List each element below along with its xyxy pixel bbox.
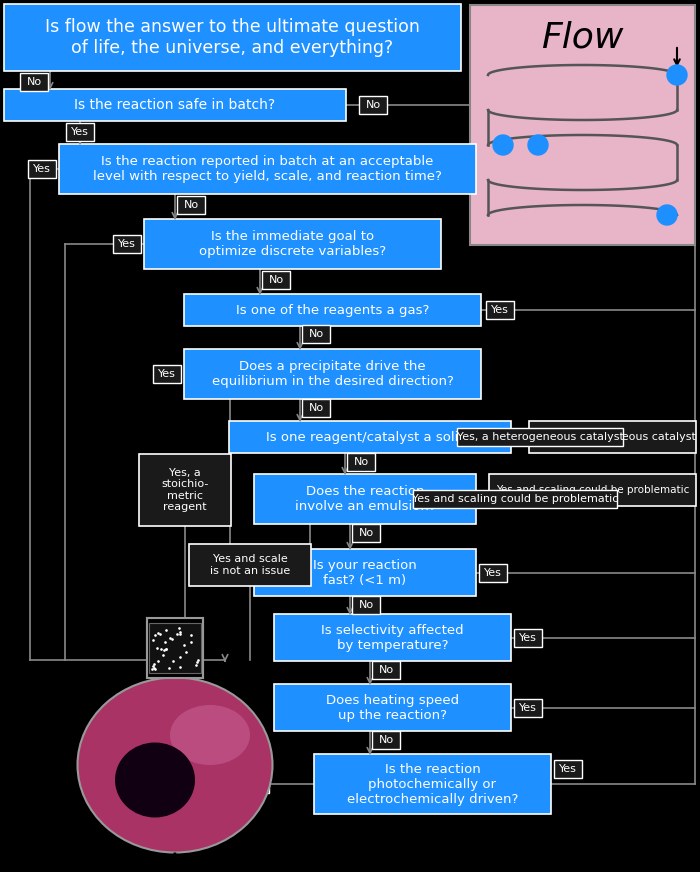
Circle shape bbox=[667, 65, 687, 85]
Text: Is the reaction
photochemically or
electrochemically driven?: Is the reaction photochemically or elect… bbox=[346, 762, 518, 806]
Text: Is selectivity affected
by temperature?: Is selectivity affected by temperature? bbox=[321, 623, 464, 651]
Text: No: No bbox=[358, 600, 374, 610]
FancyBboxPatch shape bbox=[372, 661, 400, 679]
FancyBboxPatch shape bbox=[372, 731, 400, 749]
FancyBboxPatch shape bbox=[184, 294, 481, 326]
Text: Yes: Yes bbox=[519, 632, 537, 643]
Text: Yes: Yes bbox=[71, 127, 89, 137]
Text: Yes, a
stoichio-
metric
reagent: Yes, a stoichio- metric reagent bbox=[161, 467, 209, 513]
Text: No: No bbox=[268, 275, 284, 285]
Circle shape bbox=[657, 205, 677, 225]
FancyBboxPatch shape bbox=[113, 235, 141, 253]
FancyBboxPatch shape bbox=[20, 73, 48, 91]
FancyBboxPatch shape bbox=[514, 698, 542, 717]
Text: Flow: Flow bbox=[541, 20, 624, 54]
Bar bbox=[149, 623, 201, 673]
FancyBboxPatch shape bbox=[229, 421, 511, 453]
FancyBboxPatch shape bbox=[489, 474, 696, 506]
Text: No: No bbox=[379, 735, 393, 745]
Text: No: No bbox=[27, 77, 41, 87]
FancyBboxPatch shape bbox=[274, 614, 511, 661]
FancyBboxPatch shape bbox=[241, 775, 269, 793]
Text: Is one reagent/catalyst a solid?: Is one reagent/catalyst a solid? bbox=[266, 431, 474, 444]
FancyBboxPatch shape bbox=[153, 365, 181, 383]
Text: No: No bbox=[358, 528, 374, 538]
Circle shape bbox=[528, 135, 548, 155]
FancyBboxPatch shape bbox=[177, 196, 205, 214]
FancyBboxPatch shape bbox=[413, 490, 617, 508]
Text: Does the reaction
involve an emulsion?: Does the reaction involve an emulsion? bbox=[295, 485, 435, 513]
FancyBboxPatch shape bbox=[479, 563, 507, 582]
FancyBboxPatch shape bbox=[302, 399, 330, 417]
FancyBboxPatch shape bbox=[486, 301, 514, 319]
FancyBboxPatch shape bbox=[254, 474, 476, 524]
Ellipse shape bbox=[170, 705, 250, 765]
FancyBboxPatch shape bbox=[457, 428, 623, 446]
Text: Does heating speed
up the reaction?: Does heating speed up the reaction? bbox=[326, 693, 459, 721]
FancyBboxPatch shape bbox=[302, 325, 330, 343]
Text: No: No bbox=[183, 200, 199, 210]
FancyBboxPatch shape bbox=[59, 144, 476, 194]
Circle shape bbox=[493, 135, 513, 155]
Text: Does a precipitate drive the
equilibrium in the desired direction?: Does a precipitate drive the equilibrium… bbox=[211, 360, 454, 388]
Text: Is the reaction reported in batch at an acceptable
level with respect to yield, : Is the reaction reported in batch at an … bbox=[93, 155, 442, 183]
Text: No: No bbox=[247, 779, 262, 789]
FancyBboxPatch shape bbox=[314, 754, 551, 814]
FancyBboxPatch shape bbox=[4, 4, 461, 71]
FancyBboxPatch shape bbox=[66, 123, 94, 141]
FancyBboxPatch shape bbox=[514, 629, 542, 646]
FancyBboxPatch shape bbox=[274, 684, 511, 731]
Text: Yes: Yes bbox=[559, 764, 577, 774]
Text: Yes and scaling could be problematic: Yes and scaling could be problematic bbox=[412, 494, 618, 504]
FancyBboxPatch shape bbox=[529, 421, 696, 453]
Text: Yes, a heterogeneous catalyst: Yes, a heterogeneous catalyst bbox=[456, 432, 624, 442]
FancyBboxPatch shape bbox=[254, 549, 476, 596]
Text: Batch: Batch bbox=[131, 850, 219, 872]
Text: Yes: Yes bbox=[33, 164, 51, 174]
FancyBboxPatch shape bbox=[184, 349, 481, 399]
FancyBboxPatch shape bbox=[28, 160, 56, 178]
Ellipse shape bbox=[115, 742, 195, 818]
FancyBboxPatch shape bbox=[554, 760, 582, 778]
FancyBboxPatch shape bbox=[352, 524, 380, 542]
Text: No: No bbox=[309, 329, 323, 339]
Text: Yes: Yes bbox=[484, 568, 502, 577]
Text: No: No bbox=[309, 403, 323, 413]
Text: Yes, a heterogeneous catalyst: Yes, a heterogeneous catalyst bbox=[529, 432, 696, 442]
Text: No: No bbox=[365, 100, 381, 110]
FancyBboxPatch shape bbox=[262, 271, 290, 289]
FancyBboxPatch shape bbox=[139, 454, 231, 526]
FancyBboxPatch shape bbox=[470, 5, 695, 245]
Text: Yes: Yes bbox=[519, 703, 537, 712]
FancyBboxPatch shape bbox=[347, 453, 375, 471]
Text: Yes and scale
is not an issue: Yes and scale is not an issue bbox=[210, 555, 290, 576]
Text: Is the reaction safe in batch?: Is the reaction safe in batch? bbox=[74, 98, 276, 112]
Bar bbox=[147, 618, 203, 678]
Ellipse shape bbox=[78, 678, 272, 853]
Text: No: No bbox=[354, 457, 369, 467]
FancyBboxPatch shape bbox=[352, 596, 380, 614]
Text: Is flow the answer to the ultimate question
of life, the universe, and everythin: Is flow the answer to the ultimate quest… bbox=[45, 18, 420, 57]
Text: Is one of the reagents a gas?: Is one of the reagents a gas? bbox=[236, 303, 429, 317]
Text: Yes: Yes bbox=[118, 239, 136, 249]
FancyBboxPatch shape bbox=[4, 89, 346, 121]
Text: Is the immediate goal to
optimize discrete variables?: Is the immediate goal to optimize discre… bbox=[199, 230, 386, 258]
Text: Yes: Yes bbox=[158, 369, 176, 379]
Text: No: No bbox=[379, 665, 393, 675]
Text: Is your reaction
fast? (<1 m): Is your reaction fast? (<1 m) bbox=[313, 558, 417, 587]
Text: Yes and scaling could be problematic: Yes and scaling could be problematic bbox=[496, 485, 690, 495]
Text: Yes: Yes bbox=[491, 305, 509, 315]
FancyBboxPatch shape bbox=[359, 96, 387, 114]
FancyBboxPatch shape bbox=[144, 219, 441, 269]
FancyBboxPatch shape bbox=[189, 544, 311, 586]
